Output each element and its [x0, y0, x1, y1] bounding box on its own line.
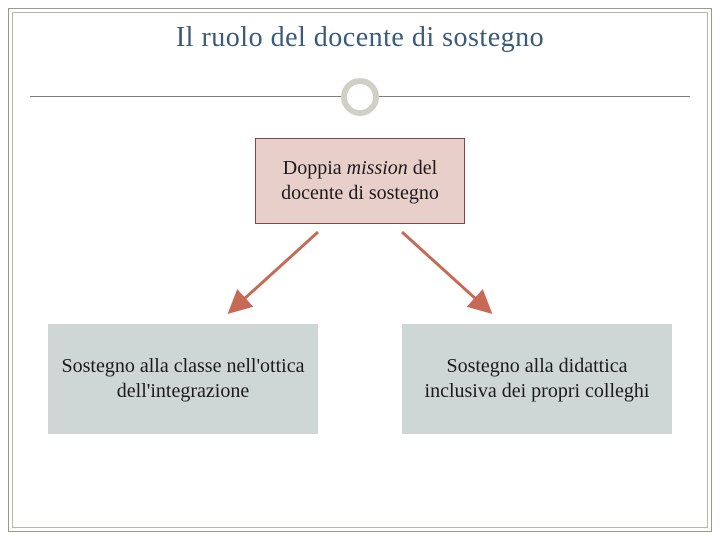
slide-title: Il ruolo del docente di sostegno — [0, 22, 720, 54]
diagram-node-right-text: Sostegno alla didattica inclusiva dei pr… — [413, 354, 661, 404]
diagram-node-left: Sostegno alla classe nell'ottica dell'in… — [48, 324, 318, 434]
diagram-node-left-text: Sostegno alla classe nell'ottica dell'in… — [59, 354, 307, 404]
diagram-node-right: Sostegno alla didattica inclusiva dei pr… — [402, 324, 672, 434]
node-top-italic: mission — [347, 157, 408, 179]
title-circle-ornament — [341, 78, 379, 116]
diagram-node-top-text: Doppia mission del docente di sostegno — [266, 156, 454, 206]
diagram-node-top: Doppia mission del docente di sostegno — [255, 138, 465, 224]
node-top-pre: Doppia — [283, 157, 347, 179]
